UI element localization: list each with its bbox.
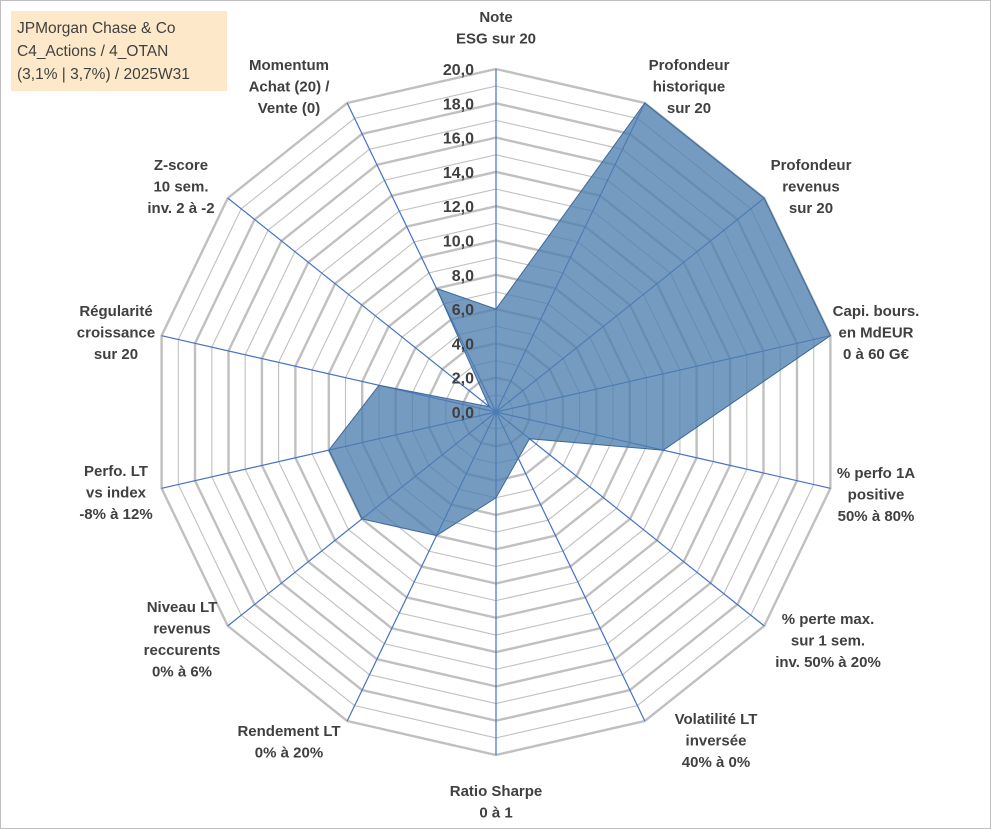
tick-label: 4,0 [452,336,474,353]
tick-label: 8,0 [452,268,474,285]
axis-label: Niveau LT revenus reccurents 0% à 6% [144,599,221,681]
axis-label: % perte max. sur 1 sem. inv. 50% à 20% [775,611,881,671]
axis-spoke [495,411,646,722]
axis-label: Volatilité LT inversée 40% à 0% [675,711,758,771]
tick-label: 2,0 [452,371,474,388]
tick-label: 14,0 [443,165,474,182]
radar-series [328,102,832,537]
axis-spoke [227,197,497,413]
tick-label: 16,0 [443,131,474,148]
tick-label: 18,0 [443,96,474,113]
tick-label: 6,0 [452,302,474,319]
radar-tick-labels: 0,0 2,0 4,0 6,0 8,0 10,0 12,0 14,0 16,0 18,0 20,0 [443,62,474,422]
title-stats: (3,1% | 3,7%) / 2025W31 [17,66,190,83]
axis-label: Capi. bours. en MdEUR 0 à 60 G€ [833,303,920,363]
axis-spoke [495,411,765,627]
axis-label: % perfo 1A positive 50% à 80% [837,465,916,525]
axis-label: Perfo. LT vs index -8% à 12% [79,463,152,523]
axis-label: Ratio Sharpe 0 à 1 [450,783,543,822]
axis-label: Rendement LT 0% à 20% [237,723,340,762]
axis-label: Régularité croissance sur 20 [77,303,155,363]
radar-axis-labels: Note ESG sur 20 Profondeur historique sur 20… [77,9,920,822]
chart-title-box: JPMorgan Chase & Co C4_Actions / 4_OTAN … [11,11,227,91]
title-company: JPMorgan Chase & Co [17,20,176,37]
series-area [328,102,832,537]
tick-label: 10,0 [443,234,474,251]
tick-label: 20,0 [443,62,474,79]
tick-label: 12,0 [443,199,474,216]
tick-label: 0,0 [452,405,474,422]
title-category: C4_Actions / 4_OTAN [17,43,169,60]
axis-label: Z-score 10 sem. inv. 2 à -2 [147,157,214,217]
axis-label: Note ESG sur 20 [456,9,536,48]
axis-label: Profondeur revenus sur 20 [771,157,852,217]
axis-label: Profondeur historique sur 20 [649,57,730,117]
axis-label: Momentum Achat (20) / Vente (0) [249,57,331,117]
